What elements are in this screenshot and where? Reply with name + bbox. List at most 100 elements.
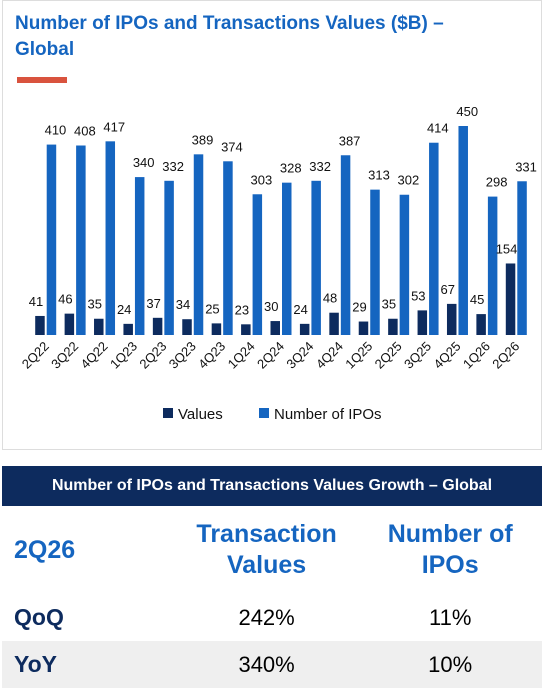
data-label: 24 <box>293 302 307 317</box>
bar <box>417 310 428 335</box>
bar <box>299 323 310 335</box>
bar <box>252 194 263 335</box>
data-label: 408 <box>74 124 96 139</box>
bar <box>358 321 369 335</box>
x-tick-label: 4Q25 <box>430 339 463 372</box>
data-label: 46 <box>58 292 72 307</box>
bar <box>370 189 380 335</box>
data-label: 410 <box>45 123 67 138</box>
data-label: 48 <box>323 291 337 306</box>
x-tick-label: 3Q25 <box>401 339 434 372</box>
data-label: 417 <box>103 119 125 134</box>
bar <box>76 145 86 335</box>
bar <box>388 318 398 335</box>
bar <box>476 314 486 335</box>
data-label: 328 <box>280 161 302 176</box>
legend-swatch <box>259 408 269 418</box>
bar <box>517 181 527 335</box>
data-label: 313 <box>368 168 390 183</box>
data-label: 331 <box>515 159 537 174</box>
header-cell: 2Q26 <box>14 535 76 564</box>
chart-panel: 41 410 2Q22 46 408 3Q22 35 417 4Q22 24 340 1Q23 37 33… <box>2 0 542 450</box>
data-label: 35 <box>382 297 396 312</box>
legend-label: Values <box>178 406 223 423</box>
row-label: QoQ <box>14 604 64 630</box>
bar <box>164 180 174 335</box>
x-tick-label: 1Q23 <box>107 339 140 372</box>
data-label: 154 <box>496 241 518 256</box>
data-label: 302 <box>398 173 420 188</box>
x-tick-label: 2Q25 <box>372 339 405 372</box>
data-label: 45 <box>470 292 484 307</box>
bar <box>429 142 439 335</box>
bar <box>134 177 145 335</box>
cell: 340% <box>174 641 359 688</box>
data-label: 340 <box>133 155 155 170</box>
bar <box>64 313 75 335</box>
bar <box>94 318 104 335</box>
cell: 11% <box>428 604 472 630</box>
bar <box>35 315 45 335</box>
bar <box>105 141 116 335</box>
x-tick-label: 1Q24 <box>225 339 258 372</box>
data-label: 37 <box>146 296 160 311</box>
growth-table: Number of IPOs and Transactions Values G… <box>2 466 542 688</box>
bar <box>152 317 163 335</box>
header-cell: Number of IPOs <box>358 506 542 594</box>
header-text: Transaction Values <box>196 520 337 579</box>
header-cell: Transaction Values <box>175 506 359 594</box>
header-row: 2Q26 Transaction Values Number of IPOs <box>2 506 542 594</box>
table-title: Number of IPOs and Transactions Values G… <box>2 466 542 506</box>
legend-label: Number of IPOs <box>274 406 382 423</box>
data-label: 414 <box>427 121 449 136</box>
data-label: 25 <box>205 301 219 316</box>
bar <box>123 323 133 335</box>
bar <box>182 319 192 335</box>
bar <box>487 196 498 335</box>
bar <box>282 182 292 335</box>
title-accent <box>17 77 67 83</box>
bar <box>446 303 457 335</box>
x-tick-label: 1Q26 <box>460 339 493 372</box>
data-label: 23 <box>235 302 249 317</box>
data-label: 450 <box>456 104 478 119</box>
bar <box>458 126 468 335</box>
x-tick-label: 4Q24 <box>313 339 346 372</box>
bar <box>340 155 351 335</box>
x-tick-label: 2Q26 <box>489 339 522 372</box>
x-tick-label: 2Q24 <box>254 339 287 372</box>
x-tick-label: 4Q23 <box>195 339 228 372</box>
row: QoQ 242% 11% <box>2 594 542 641</box>
data-label: 332 <box>162 159 184 174</box>
bar <box>211 323 222 335</box>
row: YoY 340% 10% <box>2 641 542 688</box>
x-tick-label: 3Q24 <box>283 339 316 372</box>
table: 2Q26 Transaction Values Number of IPOs Q… <box>2 506 542 688</box>
x-tick-label: 2Q22 <box>19 339 52 372</box>
bar <box>270 321 280 335</box>
x-tick-label: 3Q23 <box>166 339 199 372</box>
data-label: 298 <box>486 175 508 190</box>
header-text: Number of IPOs <box>387 520 513 579</box>
data-label: 24 <box>117 302 131 317</box>
bar <box>505 263 516 335</box>
data-label: 35 <box>88 297 102 312</box>
row-label: YoY <box>2 641 175 688</box>
data-label: 30 <box>264 299 278 314</box>
bar <box>399 194 410 335</box>
legend-swatch <box>163 408 173 418</box>
x-tick-label: 4Q22 <box>78 339 111 372</box>
cell: 242% <box>238 604 295 630</box>
data-label: 34 <box>176 297 190 312</box>
x-tick-label: 2Q23 <box>136 339 169 372</box>
bar <box>311 180 321 335</box>
cell: 10% <box>358 641 542 688</box>
bar <box>223 161 233 335</box>
data-label: 29 <box>352 300 366 315</box>
bar <box>241 324 251 335</box>
chart: 41 410 2Q22 46 408 3Q22 35 417 4Q22 24 340 1Q23 37 33… <box>19 104 537 423</box>
data-label: 332 <box>309 159 331 174</box>
data-label: 387 <box>339 133 361 148</box>
data-label: 389 <box>192 132 214 147</box>
